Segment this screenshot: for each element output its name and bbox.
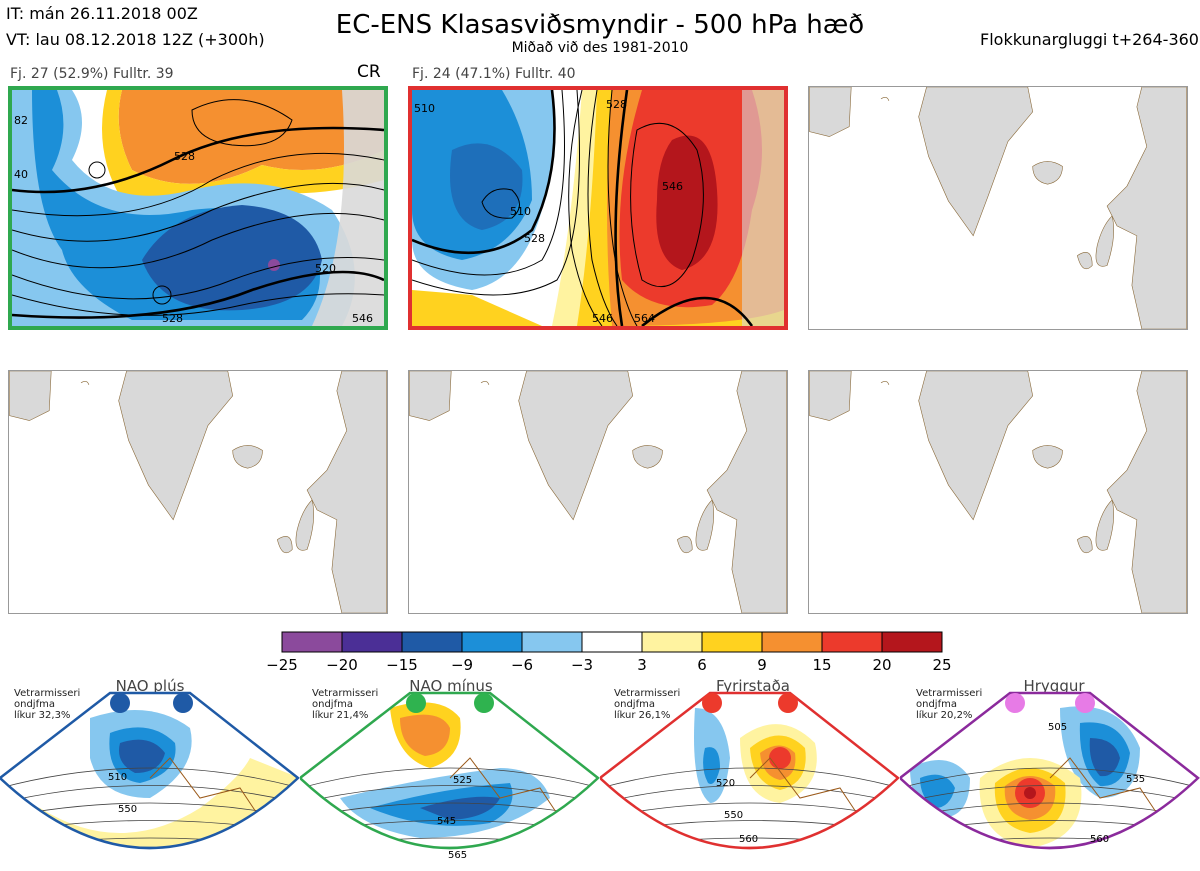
empty-map-panel <box>808 370 1188 614</box>
panel-2-label: Fj. 24 (47.1%) Fulltr. 40 <box>412 66 576 82</box>
colorbar-tick-label: 15 <box>812 656 832 674</box>
colorbar-cell <box>401 631 463 653</box>
page-subtitle: Miðað við des 1981-2010 <box>511 40 689 56</box>
contour-label: 520 <box>716 778 735 789</box>
page-title: EC-ENS Klasasviðsmyndir - 500 hPa hæð <box>335 10 865 40</box>
valid-time-text: VT: lau 08.12.2018 12Z (+300h) <box>6 30 265 49</box>
contour-label: 550 <box>724 810 743 821</box>
regime-dot <box>474 693 494 713</box>
base-map <box>9 371 387 613</box>
colorbar-cell <box>761 631 823 653</box>
regime-dot <box>702 693 722 713</box>
contour-label: 546 <box>352 312 373 325</box>
colorbar-tick-label: 20 <box>872 656 892 674</box>
contour-label: 535 <box>1126 774 1145 785</box>
cluster-map-2-svg: 510 528 546 510 528 546 564 <box>412 90 784 326</box>
cluster-map-1: 82 528 40 520 528 546 <box>8 86 388 330</box>
contour-label: 525 <box>453 775 472 786</box>
regime-note-nao-plus: Vetrarmisseri ondjfma líkur 32,3% <box>14 688 81 721</box>
regime-title-nao-minus: NAO mínus <box>409 677 493 695</box>
contour-label: 550 <box>118 804 137 815</box>
colorbar-cell <box>701 631 763 653</box>
base-map <box>809 87 1187 329</box>
colorbar-cell <box>821 631 883 653</box>
contour-label: 546 <box>662 180 683 193</box>
colorbar-tick-label: 6 <box>697 656 707 674</box>
regime-title-nao-plus: NAO plús <box>115 677 185 695</box>
empty-map-panel <box>8 370 388 614</box>
regime-note-nao-minus: Vetrarmisseri ondjfma líkur 21,4% <box>312 688 379 721</box>
contour-label: 560 <box>739 834 758 845</box>
colorbar-tick-label: −3 <box>570 656 594 674</box>
colorbar-cell <box>341 631 403 653</box>
contour-label: 528 <box>524 232 545 245</box>
colorbar-cell <box>581 631 643 653</box>
regime-title-blocking: Fyrirstaða <box>716 677 790 695</box>
initial-time-text: IT: mán 26.11.2018 00Z <box>6 4 198 23</box>
contour-label: 510 <box>414 102 435 115</box>
colorbar-tick-label: 3 <box>637 656 647 674</box>
contour-label: 528 <box>162 312 183 325</box>
panel-1-tag: CR <box>357 62 381 82</box>
cluster-map-2: 510 528 546 510 528 546 564 <box>408 86 788 330</box>
colorbar-cell <box>641 631 703 653</box>
contour-label: 560 <box>1090 834 1109 845</box>
colorbar-tick-label: −25 <box>266 656 298 674</box>
contour-label: 82 <box>14 114 28 127</box>
contour-label: 528 <box>174 150 195 163</box>
regime-dot <box>1005 693 1025 713</box>
colorbar-tick-label: −6 <box>510 656 534 674</box>
colorbar-tick-label: 25 <box>932 656 952 674</box>
cluster-map-1-svg: 82 528 40 520 528 546 <box>12 90 384 326</box>
classification-window-text: Flokkunargluggi t+264-360 <box>980 30 1199 49</box>
colorbar-cell <box>521 631 583 653</box>
colorbar-tick-label: −20 <box>326 656 358 674</box>
colorbar-cell <box>881 631 943 653</box>
contour-label: 546 <box>592 312 613 325</box>
regime-map-ridge: 505 535 560 <box>900 691 1200 850</box>
regime-dot <box>110 693 130 713</box>
contour-label: 564 <box>634 312 655 325</box>
regime-dot <box>406 693 426 713</box>
base-map <box>409 371 787 613</box>
regime-dot <box>778 693 798 713</box>
empty-map-panel <box>808 86 1188 330</box>
colorbar-cell <box>461 631 523 653</box>
base-map <box>809 371 1187 613</box>
regime-note-blocking: Vetrarmisseri ondjfma líkur 26,1% <box>614 688 681 721</box>
contour-label: 520 <box>315 262 336 275</box>
regime-map-blocking: 520 550 560 <box>600 691 900 850</box>
regime-note-ridge: Vetrarmisseri ondjfma líkur 20,2% <box>916 688 983 721</box>
panel-1-label: Fj. 27 (52.9%) Fulltr. 39 <box>10 66 174 82</box>
contour-label: 40 <box>14 168 28 181</box>
regime-dot <box>1075 693 1095 713</box>
colorbar-tick-label: −15 <box>386 656 418 674</box>
regime-dot <box>173 693 193 713</box>
contour-label: 510 <box>108 772 127 783</box>
empty-map-panel <box>408 370 788 614</box>
regime-title-ridge: Hryggur <box>1023 677 1085 695</box>
regime-map-nao-plus: 510 550 <box>0 691 300 850</box>
contour-label: 565 <box>448 850 467 861</box>
colorbar-tick-label: −9 <box>450 656 474 674</box>
contour-label: 510 <box>510 205 531 218</box>
contour-label: 545 <box>437 816 456 827</box>
colorbar-tick-label: 9 <box>757 656 767 674</box>
contour-label: 505 <box>1048 722 1067 733</box>
regime-map-nao-minus: 525 545 565 <box>300 691 600 861</box>
contour-label: 528 <box>606 98 627 111</box>
anomaly-colorbar <box>281 631 943 653</box>
colorbar-cell <box>281 631 343 653</box>
